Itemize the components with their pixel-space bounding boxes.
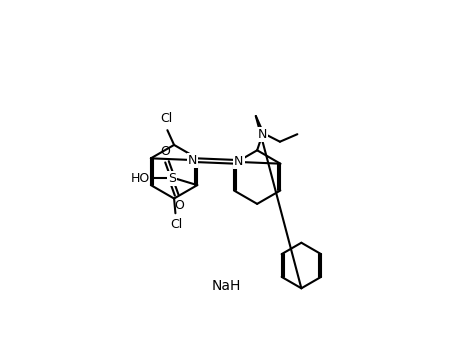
Text: O: O [160, 144, 170, 158]
Text: N: N [234, 156, 244, 168]
Text: S: S [168, 172, 176, 185]
Text: N: N [188, 153, 197, 167]
Text: O: O [174, 199, 184, 212]
Text: Cl: Cl [160, 112, 172, 125]
Text: Cl: Cl [170, 218, 183, 231]
Text: N: N [258, 128, 267, 141]
Text: NaH: NaH [211, 279, 241, 293]
Text: HO: HO [131, 172, 150, 185]
